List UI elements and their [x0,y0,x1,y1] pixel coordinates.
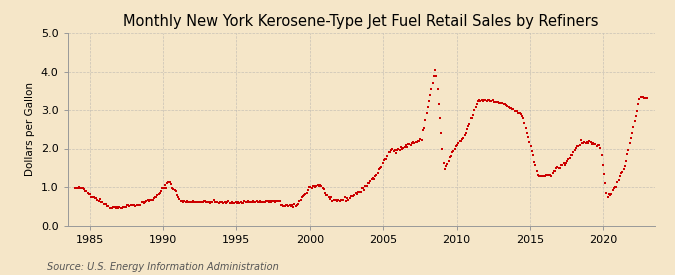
Text: Source: U.S. Energy Information Administration: Source: U.S. Energy Information Administ… [47,262,279,272]
Title: Monthly New York Kerosene-Type Jet Fuel Retail Sales by Refiners: Monthly New York Kerosene-Type Jet Fuel … [124,14,599,29]
Y-axis label: Dollars per Gallon: Dollars per Gallon [25,82,35,176]
